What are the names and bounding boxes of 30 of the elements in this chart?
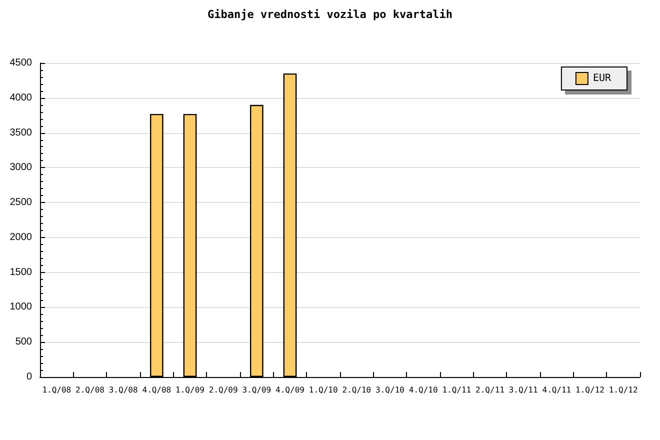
x-tick-label: 3.Q/08 (108, 386, 138, 394)
x-tick-label: 2.Q/09 (208, 386, 238, 394)
x-tick-label: 4.Q/08 (142, 386, 172, 394)
y-tick-label: 3500 (10, 127, 32, 138)
y-tick-label: 3000 (10, 162, 32, 174)
legend-label: EUR (592, 73, 612, 84)
x-tick-label: 2.Q/10 (342, 386, 372, 394)
y-tick-label: 1000 (10, 302, 32, 313)
x-tick-label: 3.Q/09 (242, 386, 272, 394)
chart-title: Gibanje vrednosti vozila po kvartalih (207, 8, 453, 21)
x-tick-label: 4.Q/11 (542, 386, 572, 394)
x-tick-label: 1.Q/08 (42, 386, 72, 394)
x-tick-label: 3.Q/11 (508, 386, 538, 394)
y-tick-label: 4500 (10, 58, 32, 68)
x-tick-label: 3.Q/10 (376, 386, 405, 394)
x-tick-label: 1.Q/09 (176, 386, 205, 394)
y-tick-label: 2500 (10, 197, 32, 208)
x-tick-label: 2.Q/08 (76, 386, 105, 394)
x-tick-label: 1.Q/12 (608, 386, 638, 394)
x-tick-label: 2.Q/11 (476, 386, 505, 394)
x-tick-label: 4.Q/09 (276, 386, 305, 394)
y-tick-label: 2000 (10, 232, 32, 243)
y-tick-label: 4000 (10, 92, 32, 104)
x-tick-label: 1.Q/12 (576, 386, 605, 394)
x-tick-label: 1.Q/11 (442, 386, 472, 394)
y-tick-label: 1500 (10, 266, 32, 278)
x-tick-label: 1.Q/10 (308, 386, 338, 394)
y-tick-label: 500 (15, 336, 32, 348)
x-tick-label: 4.Q/10 (408, 386, 438, 394)
y-tick-label: 0 (26, 372, 32, 382)
